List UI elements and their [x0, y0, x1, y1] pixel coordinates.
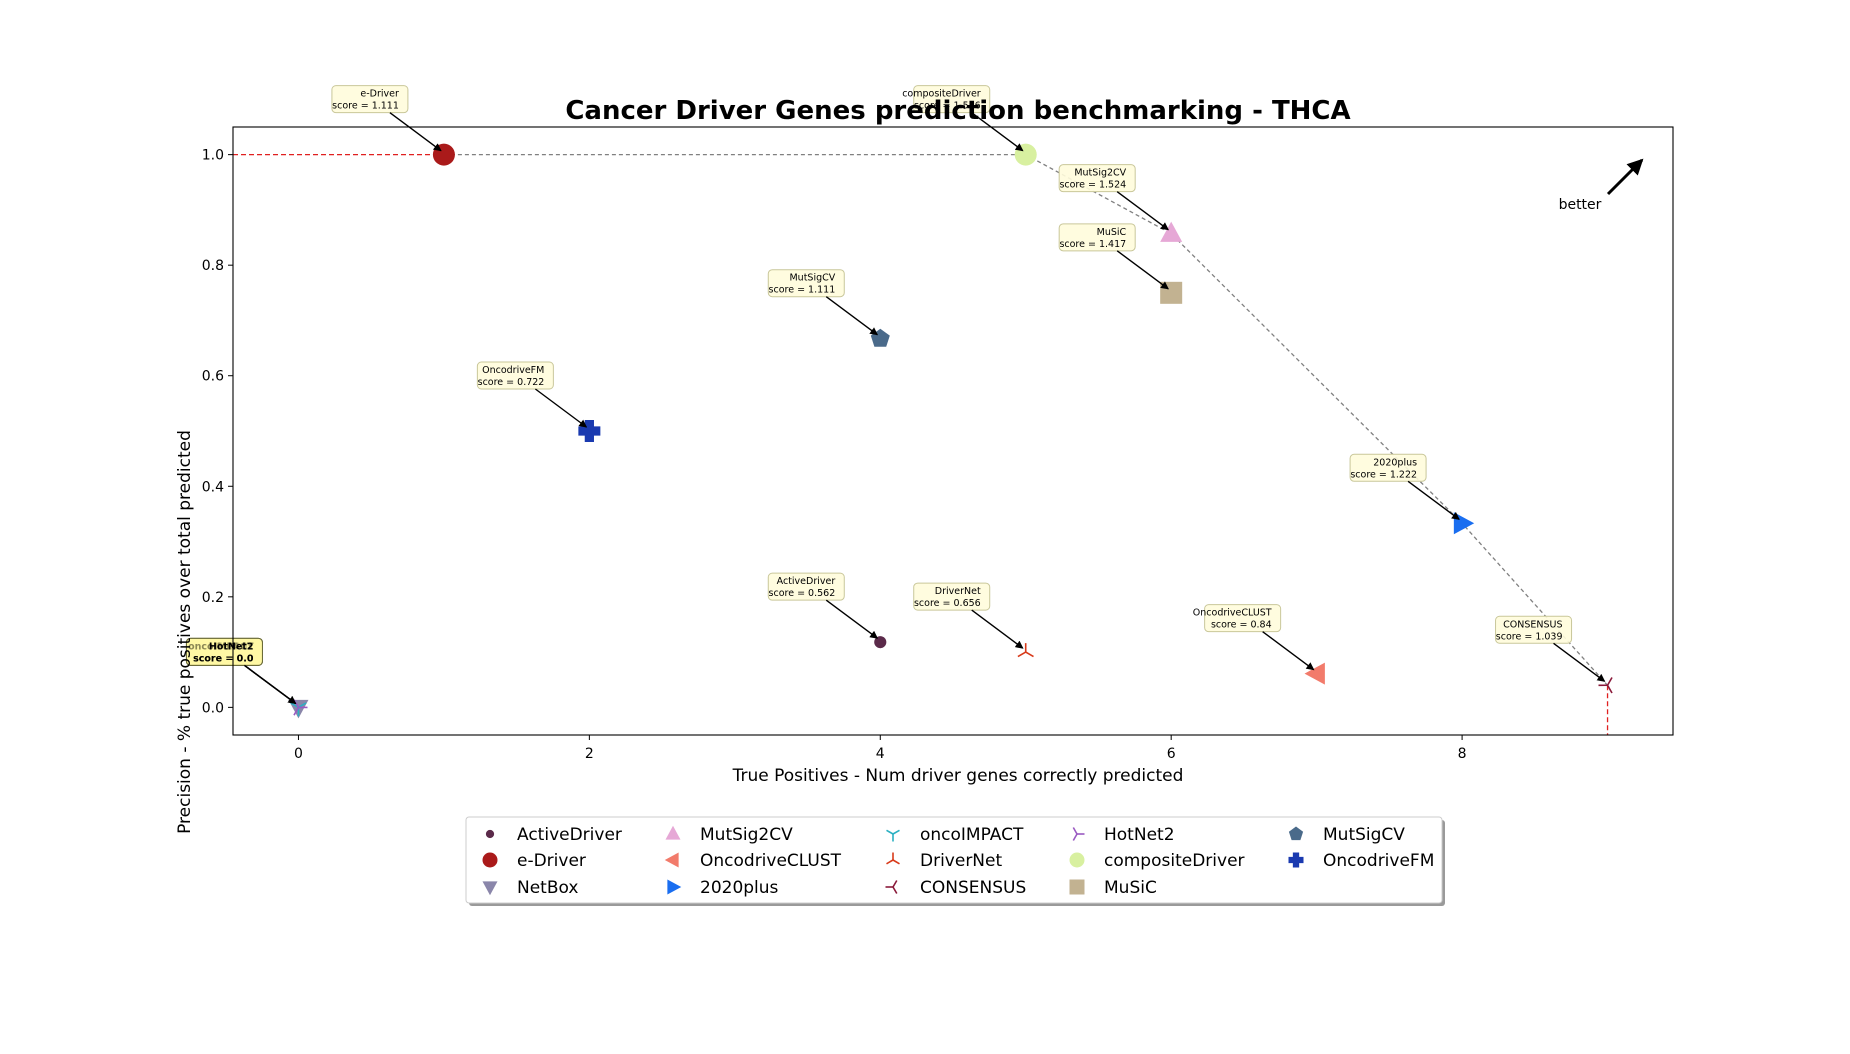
- annotation-score: score = 0.84: [1211, 620, 1272, 631]
- annotation-score: score = 0.0: [193, 653, 254, 664]
- x-tick-label: 6: [1167, 746, 1176, 762]
- annotation-score: score = 1.524: [1059, 180, 1126, 191]
- y-tick-label: 0.8: [202, 258, 224, 274]
- annotation-name: 2020plus: [1373, 457, 1417, 468]
- x-tick-label: 8: [1458, 746, 1467, 762]
- annotation-name: MuSiC: [1097, 227, 1127, 238]
- legend-label: compositeDriver: [1104, 851, 1245, 871]
- annotation-name: DriverNet: [935, 586, 981, 597]
- annotation-score: score = 0.722: [478, 377, 545, 388]
- annotation-score: score = 0.656: [914, 598, 981, 609]
- annotation-name: CONSENSUS: [1503, 619, 1562, 630]
- y-tick-label: 1.0: [202, 148, 224, 164]
- annotation-score: score = 1.111: [332, 101, 399, 112]
- x-tick-label: 2: [585, 746, 594, 762]
- annotation-name: ActiveDriver: [777, 576, 836, 587]
- annotation-name: MutSigCV: [789, 273, 835, 284]
- annotation-name: HotNet2: [209, 641, 254, 652]
- legend-label: CONSENSUS: [920, 878, 1026, 898]
- legend-marker: [1070, 880, 1085, 895]
- legend-marker: [1070, 853, 1085, 868]
- annotation-score: score = 1.039: [1496, 631, 1563, 642]
- legend-label: oncoIMPACT: [920, 825, 1024, 845]
- x-axis-label: True Positives - Num driver genes correc…: [732, 766, 1184, 786]
- x-tick-label: 4: [876, 746, 885, 762]
- legend-marker: [486, 830, 494, 838]
- annotation-score: score = 1.222: [1350, 469, 1417, 480]
- x-tick-label: 0: [294, 746, 303, 762]
- y-tick-label: 0.6: [202, 369, 224, 385]
- legend-label: OncodriveCLUST: [700, 851, 842, 871]
- legend-label: OncodriveFM: [1323, 851, 1434, 871]
- annotation-score: score = 1.111: [769, 285, 836, 296]
- legend-label: 2020plus: [700, 878, 779, 898]
- annotation-name: OncodriveCLUST: [1193, 608, 1272, 619]
- legend-label: MutSigCV: [1323, 825, 1405, 845]
- legend-label: HotNet2: [1104, 825, 1175, 845]
- annotation-score: score = 0.562: [769, 588, 836, 599]
- legend-marker: [483, 853, 498, 868]
- y-axis-label: Precision - % true positives over total …: [175, 430, 195, 834]
- y-tick-label: 0.2: [202, 590, 224, 606]
- legend-label: NetBox: [517, 878, 578, 898]
- legend-label: MuSiC: [1104, 878, 1157, 898]
- annotation-name: OncodriveFM: [482, 365, 544, 376]
- legend: ActiveDriver e-Driver NetBox MutSig2CV Oncod…: [466, 817, 1445, 906]
- chart-title: Cancer Driver Genes prediction benchmark…: [565, 96, 1350, 126]
- y-tick-label: 0.0: [202, 700, 224, 716]
- annotation-score: score = 1.417: [1059, 239, 1126, 250]
- annotation-name: MutSig2CV: [1074, 168, 1126, 179]
- legend-label: ActiveDriver: [517, 825, 622, 845]
- y-tick-label: 0.4: [202, 479, 224, 495]
- annotation-name: e-Driver: [360, 89, 399, 100]
- legend-label: e-Driver: [517, 851, 586, 871]
- legend-label: MutSig2CV: [700, 825, 793, 845]
- legend-label: DriverNet: [920, 851, 1002, 871]
- better-label: better: [1559, 197, 1602, 213]
